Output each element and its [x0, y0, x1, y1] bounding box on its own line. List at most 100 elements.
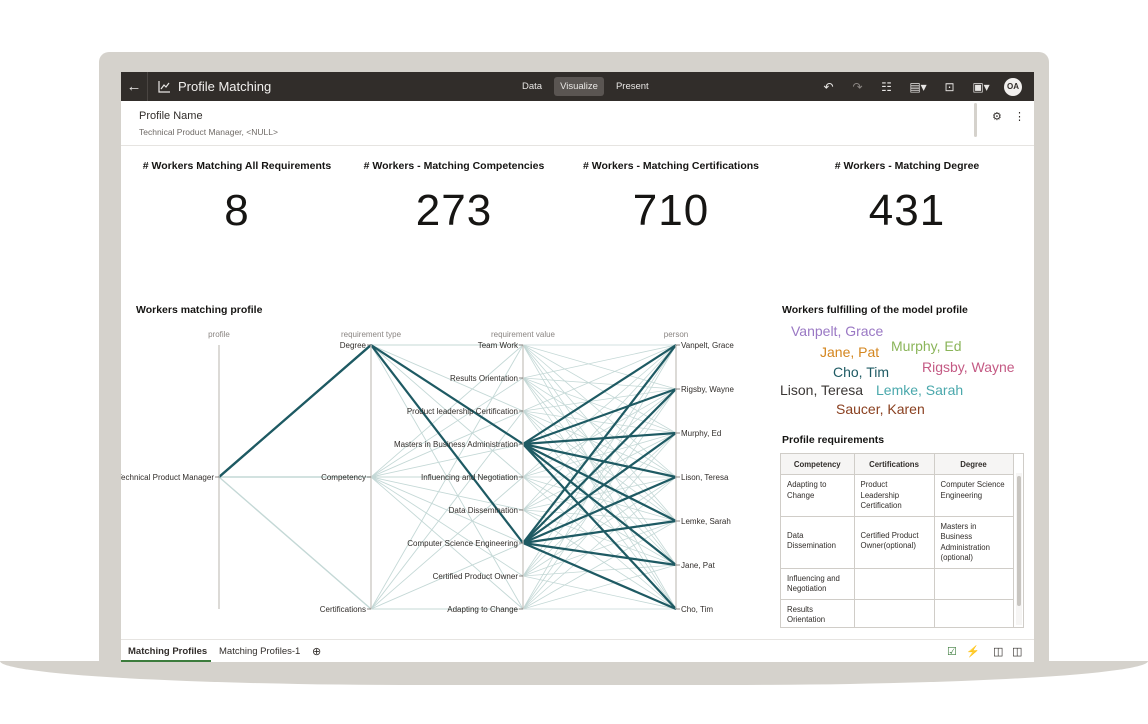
mode-data[interactable]: Data	[522, 81, 543, 92]
scrollbar-thumb[interactable]	[1017, 476, 1021, 606]
tab-matching-profiles-1[interactable]: Matching Profiles-1	[219, 646, 301, 657]
tick-label[interactable]: Lison, Teresa	[681, 473, 729, 482]
highlight-line	[218, 344, 372, 478]
filter-settings-icon[interactable]: ⚙	[992, 111, 1002, 123]
tick-label[interactable]: Computer Science Engineering	[407, 539, 518, 548]
cloud-word[interactable]: Lison, Teresa	[780, 382, 864, 398]
table-row: Data Dissemination Certified Product Own…	[781, 516, 1014, 569]
series-line	[370, 377, 524, 478]
table-cell[interactable]	[934, 599, 1014, 627]
table-cell[interactable]: Influencing and Negotiation	[781, 568, 855, 600]
table-scrollbar[interactable]	[1016, 473, 1022, 625]
tick-label[interactable]: Masters in Business Administration	[394, 440, 518, 449]
kpi-certifications[interactable]: # Workers - Matching Certifications 710	[561, 160, 781, 236]
table-cell[interactable]: Masters in Business Administration (opti…	[934, 516, 1014, 569]
table-cell[interactable]: Computer Science Engineering	[934, 474, 1014, 517]
mode-present[interactable]: Present	[615, 81, 649, 92]
kpi-competencies[interactable]: # Workers - Matching Competencies 273	[344, 160, 564, 236]
kpi-value: 710	[632, 186, 710, 235]
series-line	[522, 509, 677, 610]
highlight-line	[522, 344, 677, 445]
column-header[interactable]: Certifications	[854, 454, 935, 475]
requirements-table[interactable]: Competency Certifications Degree Adaptin…	[780, 453, 1024, 628]
tick-label[interactable]: Product leadership Certification	[407, 407, 518, 416]
tick-label[interactable]: Lemke, Sarah	[681, 517, 731, 526]
column-header[interactable]: Competency	[781, 454, 855, 475]
tick-label[interactable]: Rigsby, Wayne	[681, 385, 734, 394]
avatar[interactable]: OA	[1004, 77, 1022, 96]
series-line	[522, 344, 677, 610]
cloud-word[interactable]: Vanpelt, Grace	[791, 323, 884, 339]
highlight-line	[522, 432, 677, 544]
series-line	[370, 344, 524, 478]
kpi-degree[interactable]: # Workers - Matching Degree 431	[797, 160, 1017, 236]
tick-label[interactable]: Cho, Tim	[681, 605, 713, 614]
undo-icon[interactable]: ↶	[823, 79, 834, 94]
more-options-icon[interactable]: ⋮	[1014, 111, 1025, 123]
series-line	[522, 344, 677, 390]
parallel-coordinates-chart[interactable]: profile requirement type requirement value…	[121, 327, 771, 622]
table-cell[interactable]	[934, 568, 1014, 600]
highlight-line	[522, 442, 677, 479]
cloud-word[interactable]: Rigsby, Wayne	[922, 359, 1015, 375]
save-menu-icon[interactable]: ▣▾	[972, 79, 990, 94]
table-cell[interactable]: Product Leadership Certification	[854, 474, 935, 517]
table-cell[interactable]: Certified Product Owner(optional)	[854, 516, 935, 569]
table-cell[interactable]: Results Orientation	[781, 599, 855, 627]
comments-menu-icon[interactable]: ▤▾	[909, 79, 927, 94]
redo-icon[interactable]: ↷	[852, 79, 863, 94]
data-check-icon[interactable]: ☑	[947, 646, 957, 658]
export-icon[interactable]: ⊡	[944, 79, 955, 94]
cloud-word[interactable]: Cho, Tim	[833, 364, 890, 380]
tick-label[interactable]: Results Orientation	[450, 374, 518, 383]
tick-label[interactable]: Jane, Pat	[681, 561, 716, 570]
series-line	[370, 410, 524, 610]
filter-name[interactable]: Profile Name	[139, 110, 203, 122]
table-cell[interactable]	[854, 568, 935, 600]
cloud-word[interactable]: Lemke, Sarah	[876, 382, 964, 398]
mode-visualize[interactable]: Visualize	[554, 77, 604, 96]
right-panel-icon[interactable]: ◫	[1012, 646, 1023, 658]
filter-value[interactable]: Technical Product Manager, <NULL>	[139, 127, 278, 137]
tick-label[interactable]: Technical Product Manager	[121, 473, 214, 482]
tab-matching-profiles[interactable]: Matching Profiles	[128, 646, 208, 657]
table-cell[interactable]	[854, 599, 935, 627]
kpi-value: 273	[415, 186, 493, 235]
cloud-word[interactable]: Saucer, Karen	[836, 401, 925, 417]
table-cell[interactable]: Adapting to Change	[781, 474, 855, 517]
axis-title: profile	[208, 330, 230, 339]
tick-label[interactable]: Team Work	[478, 341, 519, 350]
tick-label[interactable]: Certified Product Owner	[433, 572, 519, 581]
tick-label[interactable]: Degree	[340, 341, 367, 350]
kpi-all-requirements[interactable]: # Workers Matching All Requirements 8	[127, 160, 347, 236]
series-line	[522, 432, 677, 478]
column-header[interactable]: Degree	[934, 454, 1014, 475]
cloud-word[interactable]: Jane, Pat	[820, 344, 880, 360]
title-bar: ← Profile Matching Data Visualize Presen…	[121, 72, 1034, 101]
series-line	[522, 377, 677, 390]
tick-label[interactable]: Murphy, Ed	[681, 429, 721, 438]
left-panel-icon[interactable]: ◫	[993, 646, 1004, 658]
kpi-value: 431	[868, 186, 946, 235]
tick-label[interactable]: Certifications	[320, 605, 366, 614]
table-cell[interactable]: Data Dissemination	[781, 516, 855, 569]
back-arrow-icon[interactable]: ←	[121, 72, 148, 101]
table-header-row: Competency Certifications Degree	[781, 454, 1014, 475]
series-line	[370, 443, 524, 478]
tick-label[interactable]: Competency	[321, 473, 366, 482]
word-cloud[interactable]: Vanpelt, Grace Jane, Pat Murphy, Ed Cho,…	[779, 322, 1019, 422]
add-tab-icon[interactable]: ⊕	[312, 646, 322, 658]
series-line	[218, 476, 372, 610]
filter-scrollbar[interactable]	[974, 103, 977, 137]
series-line	[522, 520, 677, 610]
auto-apply-icon[interactable]: ⚡	[966, 646, 980, 658]
axis-title: requirement type	[341, 330, 402, 339]
series-line	[522, 344, 677, 412]
refresh-data-icon[interactable]: ☷	[881, 79, 892, 94]
tick-label[interactable]: Influencing and Negotiation	[421, 473, 518, 482]
tick-label[interactable]: Vanpelt, Grace	[681, 341, 734, 350]
series-line	[522, 388, 677, 412]
tick-label[interactable]: Adapting to Change	[447, 605, 518, 614]
tick-label[interactable]: Data Dissemination	[449, 506, 518, 515]
cloud-word[interactable]: Murphy, Ed	[891, 338, 962, 354]
